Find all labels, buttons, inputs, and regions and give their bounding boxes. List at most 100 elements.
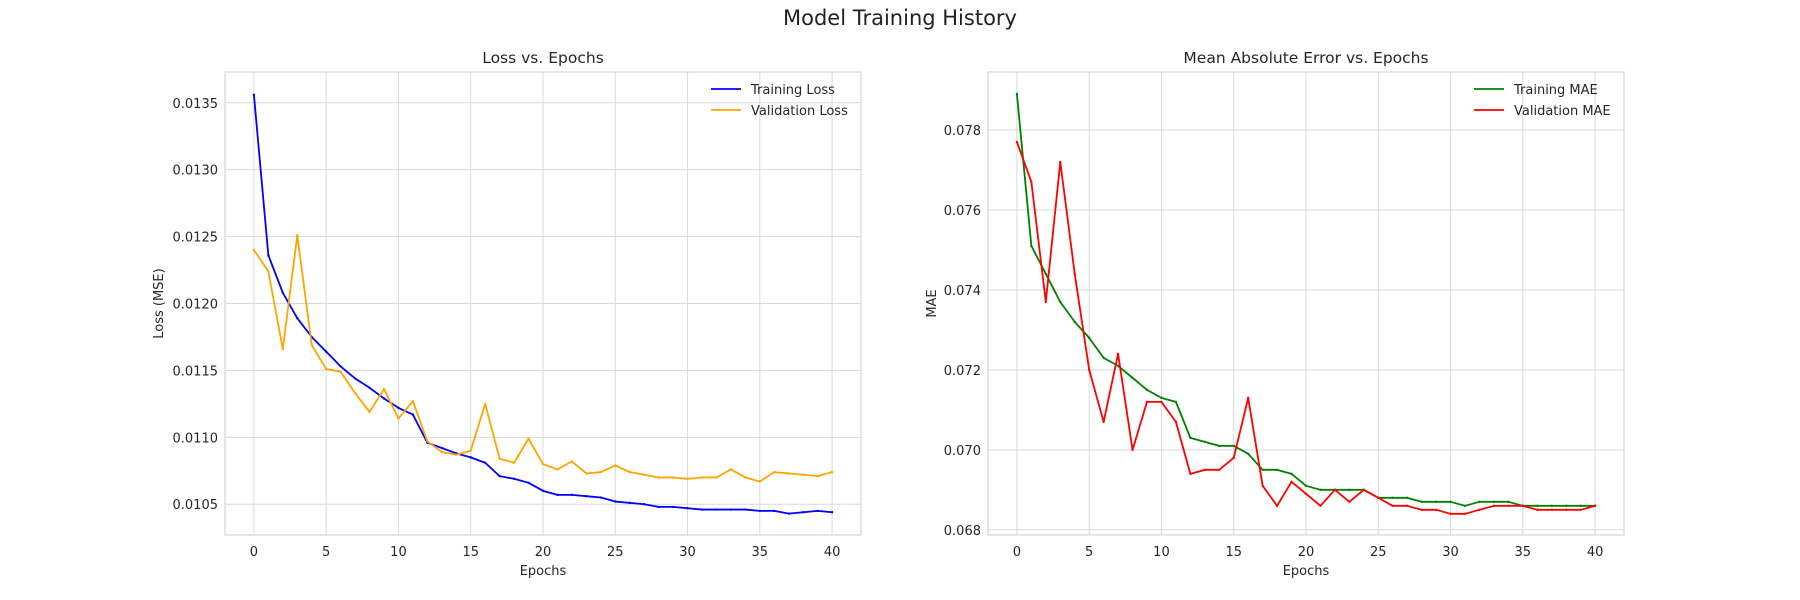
mae-x-tick-label: 0 [1013, 545, 1021, 560]
mae-data-point-training-mae [1015, 92, 1019, 96]
mae-data-point-validation-mae [1333, 488, 1337, 492]
loss-data-point-validation-loss [512, 461, 516, 464]
loss-x-tick-label: 40 [824, 545, 841, 560]
loss-data-point-validation-loss [469, 449, 472, 452]
mae-x-tick-label: 40 [1587, 545, 1604, 560]
mae-data-point-training-mae [1405, 496, 1409, 500]
loss-data-point-validation-loss [267, 270, 270, 273]
loss-data-point-training-loss [758, 509, 762, 513]
mae-data-point-validation-mae [1463, 512, 1467, 516]
mae-data-point-validation-mae [1102, 420, 1105, 424]
loss-data-point-validation-loss [715, 476, 718, 479]
loss-data-point-training-loss [570, 493, 574, 497]
mae-y-tick-label: 0.076 [944, 204, 981, 219]
mae-data-point-training-mae [1102, 356, 1105, 360]
loss-data-point-validation-loss [642, 473, 646, 476]
loss-data-point-training-loss [512, 477, 516, 480]
mae-y-tick-label: 0.072 [944, 364, 981, 379]
loss-data-point-validation-loss [570, 460, 574, 463]
loss-data-point-training-loss [700, 508, 704, 511]
mae-data-point-validation-mae [1405, 504, 1409, 508]
loss-data-point-validation-loss [614, 464, 617, 467]
loss-data-point-validation-loss [773, 470, 776, 474]
mae-x-tick-label: 10 [1153, 545, 1170, 560]
loss-x-tick-label: 10 [390, 545, 407, 560]
mae-data-point-validation-mae [1116, 352, 1120, 356]
loss-x-tick-label: 20 [535, 545, 552, 560]
loss-data-point-training-loss [252, 93, 256, 96]
loss-data-point-training-loss [556, 493, 559, 497]
mae-x-tick-label: 30 [1442, 545, 1459, 560]
loss-x-tick-label: 35 [752, 545, 769, 560]
mae-plot-frame [987, 71, 1625, 536]
loss-data-point-training-loss [440, 446, 444, 450]
loss-data-point-training-loss [628, 501, 631, 505]
mae-data-point-training-mae [1174, 400, 1178, 404]
mae-legend-label: Validation MAE [1514, 104, 1611, 119]
mae-data-point-validation-mae [1160, 400, 1163, 404]
mae-y-axis-label: MAE [925, 289, 940, 317]
mae-x-axis-label: Epochs [1283, 564, 1330, 579]
mae-data-point-validation-mae [1073, 272, 1076, 276]
loss-data-point-validation-loss [411, 399, 415, 403]
loss-data-point-training-loss [469, 456, 472, 459]
mae-data-point-training-mae [1463, 504, 1467, 508]
loss-data-point-training-loss [801, 511, 805, 514]
mae-data-point-validation-mae [1449, 512, 1452, 516]
mae-data-point-validation-mae [1246, 396, 1250, 400]
loss-data-point-training-loss [816, 509, 819, 513]
loss-legend-label: Validation Loss [751, 104, 848, 119]
loss-data-point-training-loss [324, 350, 328, 353]
mae-data-point-training-mae [1434, 500, 1438, 504]
mae-data-point-validation-mae [1015, 140, 1019, 144]
mae-data-point-training-mae [1550, 504, 1553, 508]
mae-data-point-validation-mae [1030, 180, 1033, 184]
mae-x-tick-label: 20 [1298, 545, 1315, 560]
loss-data-point-validation-loss [599, 470, 603, 474]
mae-data-point-training-mae [1261, 468, 1264, 472]
mae-data-point-validation-mae [1131, 448, 1134, 452]
loss-y-tick-label: 0.0125 [173, 231, 219, 246]
mae-x-tick-label: 15 [1225, 545, 1242, 560]
loss-data-point-validation-loss [657, 476, 660, 479]
mae-data-point-training-mae [1189, 436, 1192, 440]
mae-y-tick-label: 0.078 [944, 124, 981, 139]
loss-data-point-training-loss [599, 496, 603, 499]
loss-y-tick-label: 0.0135 [173, 97, 219, 112]
loss-data-point-training-loss [498, 474, 501, 478]
loss-legend-label: Training Loss [750, 83, 835, 98]
loss-data-point-training-loss [541, 489, 545, 493]
mae-data-point-training-mae [1492, 500, 1496, 504]
mae-data-point-validation-mae [1059, 160, 1062, 164]
loss-data-point-validation-loss [744, 476, 747, 479]
mae-data-point-training-mae [1203, 440, 1207, 444]
mae-data-point-training-mae [1290, 472, 1293, 476]
loss-data-point-validation-loss [758, 480, 762, 483]
loss-data-point-validation-loss [368, 410, 371, 414]
mae-data-point-training-mae [1449, 500, 1452, 504]
mae-data-point-validation-mae [1434, 508, 1438, 512]
loss-y-tick-label: 0.0120 [173, 298, 219, 313]
loss-data-point-validation-loss [787, 472, 790, 475]
loss-x-axis-label: Epochs [520, 564, 567, 579]
mae-data-point-validation-mae [1275, 504, 1279, 508]
loss-data-point-training-loss [281, 291, 285, 294]
mae-x-tick-label: 5 [1085, 545, 1093, 560]
mae-data-point-training-mae [1478, 500, 1481, 504]
loss-chart-title: Loss vs. Epochs [482, 49, 604, 67]
mae-data-point-validation-mae [1290, 480, 1293, 484]
figure-title: Model Training History [783, 6, 1017, 30]
mae-data-point-validation-mae [1218, 468, 1221, 472]
loss-data-point-training-loss [382, 397, 386, 400]
mae-data-point-training-mae [1391, 496, 1394, 500]
loss-data-point-training-loss [585, 494, 588, 498]
mae-data-point-validation-mae [1174, 420, 1178, 424]
loss-data-point-validation-loss [296, 234, 299, 237]
mae-data-point-validation-mae [1232, 456, 1235, 460]
loss-data-point-validation-loss [585, 472, 588, 475]
loss-data-point-training-loss [642, 503, 646, 506]
mae-data-point-training-mae [1160, 396, 1163, 400]
mae-data-point-validation-mae [1478, 508, 1481, 512]
loss-data-point-validation-loss [816, 474, 819, 478]
mae-data-point-validation-mae [1261, 484, 1264, 488]
